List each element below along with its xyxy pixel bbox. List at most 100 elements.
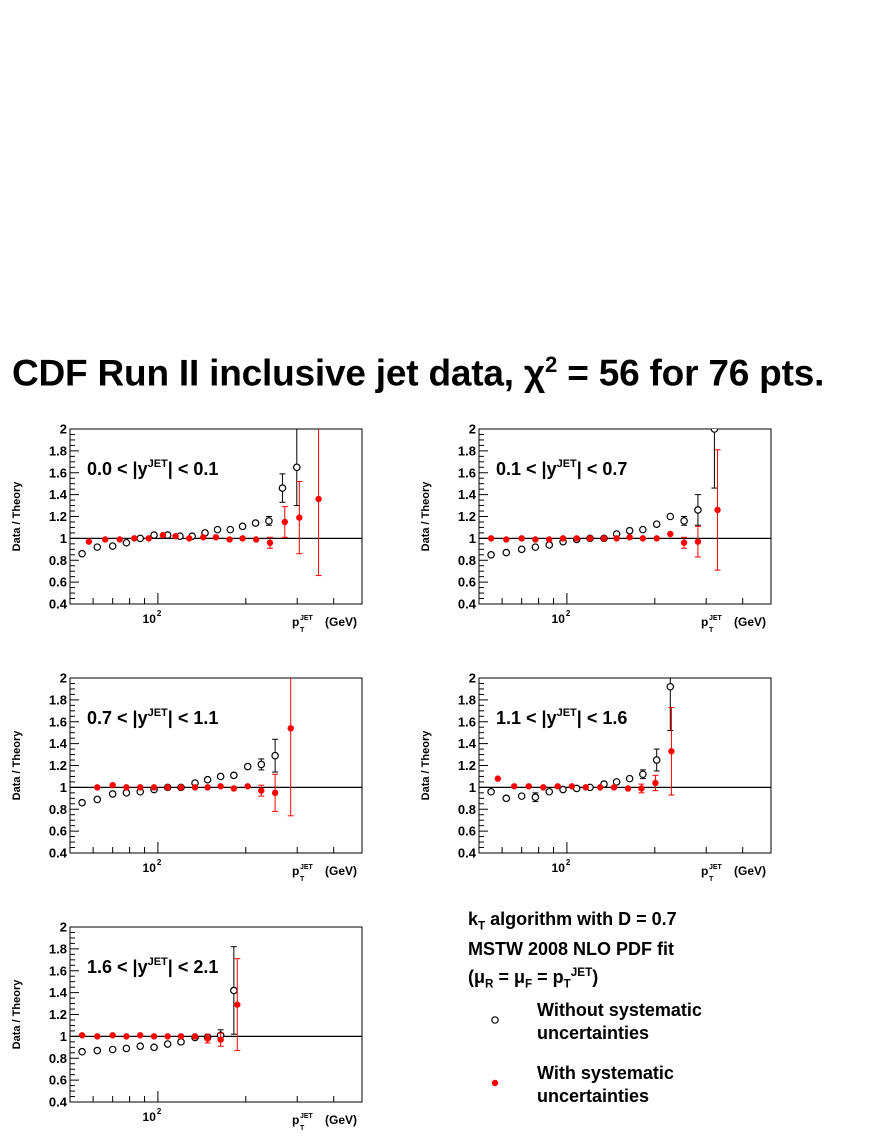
- data-point-filled: [266, 539, 274, 546]
- x-axis-label-sup: JET: [300, 615, 314, 622]
- y-tick-label: 0.6: [49, 824, 67, 839]
- y-tick-label: 1.2: [458, 758, 476, 773]
- plot-frame: [69, 926, 363, 1103]
- data-point-filled: [137, 784, 144, 791]
- plot-frame: [478, 677, 772, 854]
- x-axis-label-p: p: [701, 864, 708, 878]
- data-point-filled: [573, 535, 580, 542]
- x-axis-label-unit: (GeV): [325, 864, 357, 878]
- data-point-filled: [546, 536, 553, 543]
- data-point-filled: [271, 789, 279, 797]
- rapidity-label: 0.0 < |yJET| < 0.1: [87, 458, 218, 479]
- data-point-open: [666, 512, 675, 521]
- x-tick-label: 10: [143, 612, 157, 626]
- y-tick-label: 0.8: [458, 553, 476, 568]
- data-point-open: [559, 785, 567, 794]
- x-axis-label-unit: (GeV): [734, 615, 766, 629]
- main-title: CDF Run II inclusive jet data, χ2 = 56 f…: [12, 352, 824, 394]
- data-point-open: [78, 549, 86, 558]
- y-tick-label: 1.8: [49, 941, 67, 956]
- rapidity-label-post: | < 2.1: [168, 957, 219, 977]
- legend-algo: kT algorithm with D = 0.7: [468, 908, 677, 938]
- x-tick-label-exponent: 2: [157, 609, 162, 618]
- data-point-filled: [559, 535, 567, 542]
- y-tick-label: 1: [469, 780, 476, 795]
- data-point-filled: [172, 532, 179, 540]
- data-point-filled: [191, 784, 199, 791]
- data-point-filled: [186, 535, 193, 542]
- x-axis-label-p: p: [292, 615, 299, 629]
- data-point-filled: [525, 783, 532, 790]
- data-point-open: [93, 543, 102, 551]
- title-chi: χ: [523, 352, 545, 394]
- y-tick-label: 1.6: [49, 465, 67, 480]
- data-point-open: [292, 463, 301, 472]
- y-tick-label: 1.4: [458, 487, 477, 502]
- y-tick-label: 0.4: [49, 846, 68, 861]
- data-point-open: [108, 790, 117, 798]
- data-point-filled: [586, 535, 594, 542]
- data-point-filled: [680, 539, 688, 546]
- rapidity-label-sup: JET: [148, 956, 168, 968]
- x-axis-label-sub: T: [709, 627, 714, 634]
- data-point-filled: [568, 783, 576, 790]
- legend-algo-sub: T: [478, 919, 486, 933]
- legend-algo-k: k: [468, 909, 479, 929]
- x-axis-label-sub: T: [300, 876, 305, 883]
- y-tick-label: 0.4: [458, 846, 477, 861]
- x-axis-label-unit: (GeV): [325, 1113, 357, 1127]
- legend-open-marker: [491, 1016, 499, 1024]
- data-point-open: [625, 774, 634, 783]
- data-point-open: [278, 484, 287, 492]
- x-axis-label-sub: T: [300, 1125, 305, 1132]
- y-tick-label: 1.6: [49, 963, 67, 978]
- title-sup: 2: [545, 352, 558, 377]
- plot-frame: [69, 677, 363, 854]
- data-point-open: [213, 525, 222, 534]
- data-point-open: [531, 793, 540, 802]
- rapidity-label-pre: 1.1 < |y: [496, 708, 557, 728]
- legend-info: kT algorithm with D = 0.7 MSTW 2008 NLO …: [468, 908, 677, 995]
- x-axis-label-p: p: [292, 1113, 299, 1127]
- data-point-filled: [212, 534, 220, 541]
- rapidity-label-pre: 1.6 < |y: [87, 957, 148, 977]
- data-point-filled: [714, 506, 721, 514]
- y-tick-label: 1.2: [49, 509, 67, 524]
- y-axis-label: Data / Theory: [420, 730, 432, 801]
- data-point-open: [163, 1040, 172, 1048]
- data-point-filled: [532, 536, 539, 543]
- data-point-filled: [200, 534, 207, 541]
- data-point-filled: [503, 536, 510, 543]
- rapidity-label-sup: JET: [557, 707, 577, 719]
- y-tick-label: 1.6: [458, 465, 476, 480]
- x-axis-label-p: p: [701, 615, 708, 629]
- rapidity-label-post: | < 1.1: [168, 708, 219, 728]
- data-point-filled: [511, 783, 518, 790]
- rapidity-label-pre: 0.1 < |y: [496, 459, 557, 479]
- data-point-open: [216, 772, 225, 781]
- data-point-open: [93, 1046, 102, 1055]
- data-point-open: [517, 792, 526, 800]
- y-tick-label: 2: [469, 422, 476, 437]
- data-point-open: [243, 762, 252, 771]
- data-point-open: [625, 526, 634, 535]
- data-point-filled: [540, 784, 547, 791]
- legend-pdf: MSTW 2008 NLO PDF fit: [468, 938, 675, 959]
- data-point-filled: [668, 748, 675, 755]
- y-tick-label: 1.2: [49, 1007, 67, 1022]
- x-axis-label-sup: JET: [709, 864, 723, 871]
- data-point-open: [150, 531, 158, 539]
- y-tick-label: 1.8: [458, 443, 476, 458]
- legend-open-label: Without systematic uncertainties: [537, 999, 702, 1045]
- y-tick-label: 0.6: [49, 1073, 67, 1088]
- legend-filled-label: With systematic uncertainties: [537, 1062, 674, 1108]
- data-point-open: [257, 760, 266, 769]
- data-point-open: [710, 429, 719, 433]
- plot-frame: [478, 428, 772, 605]
- x-axis-label-sup: JET: [300, 1113, 314, 1120]
- data-point-open: [680, 517, 688, 525]
- y-tick-label: 1.6: [458, 714, 476, 729]
- data-point-open: [694, 506, 702, 514]
- y-tick-label: 1: [60, 531, 67, 546]
- data-point-filled: [94, 784, 101, 791]
